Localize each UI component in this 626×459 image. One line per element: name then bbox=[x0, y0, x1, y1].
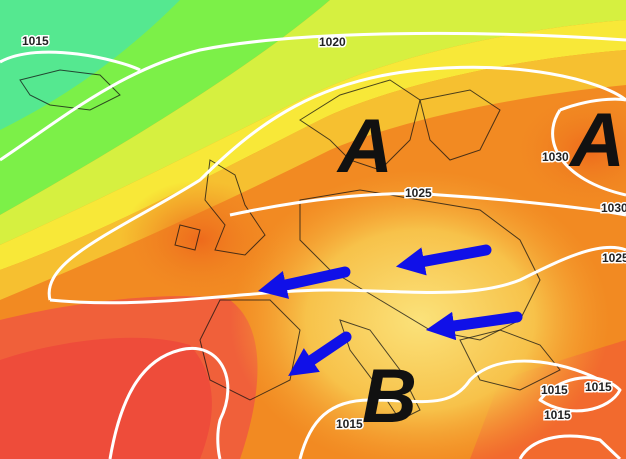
low-pressure-center: B bbox=[362, 354, 417, 439]
wind-arrow bbox=[395, 244, 492, 276]
isobar-label: 1015 bbox=[585, 380, 612, 394]
pressure-centers: A A B bbox=[336, 98, 625, 439]
isobar-label: 1030 bbox=[542, 150, 569, 164]
isobar-label: 1015 bbox=[22, 34, 49, 48]
wind-arrow bbox=[258, 266, 351, 299]
isobar-label: 1030 bbox=[601, 201, 626, 215]
high-pressure-center: A bbox=[336, 104, 393, 189]
isobar-labels: 1015 1020 1025 1030 1030 1025 1015 1015 … bbox=[21, 33, 626, 433]
isobar-label: 1015 bbox=[336, 417, 363, 431]
isobars bbox=[0, 31, 626, 459]
isobar-label: 1025 bbox=[405, 186, 432, 200]
wind-arrows bbox=[258, 244, 523, 376]
high-pressure-center: A bbox=[568, 98, 625, 183]
isobar-label: 1020 bbox=[319, 35, 346, 49]
isobar-label: 1025 bbox=[602, 251, 626, 265]
isobar-label: 1015 bbox=[541, 383, 568, 397]
isobar-label: 1015 bbox=[544, 408, 571, 422]
wind-arrow bbox=[425, 311, 523, 341]
wind-arrow bbox=[288, 331, 352, 376]
